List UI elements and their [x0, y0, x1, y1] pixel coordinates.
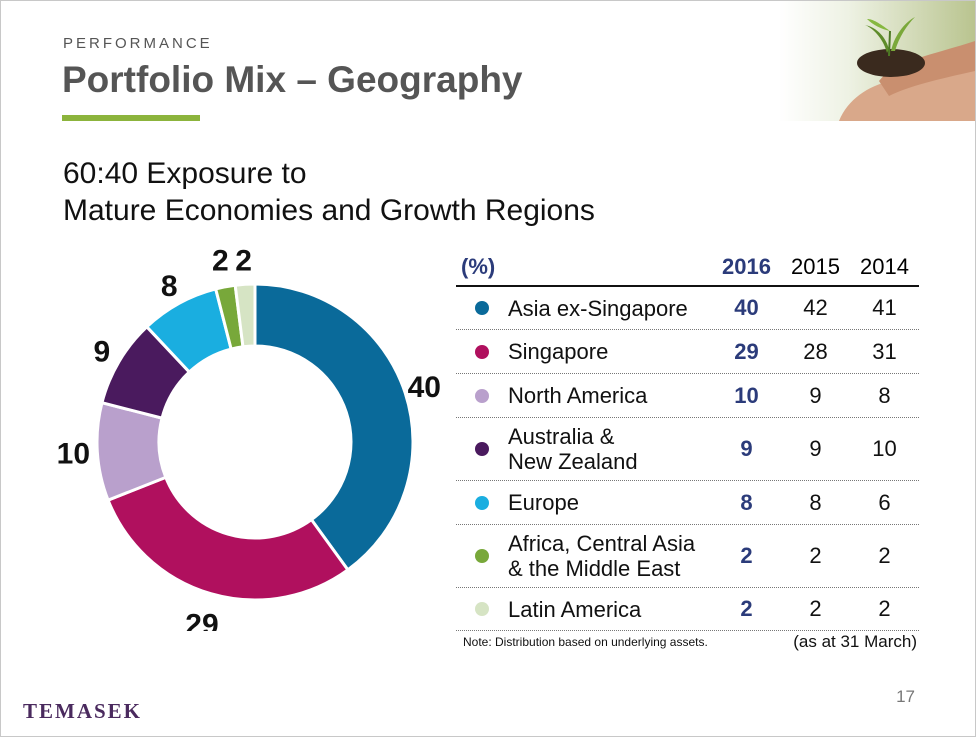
value-2014: 6 [878, 489, 891, 515]
value-2015: 28 [803, 338, 828, 364]
legend-dot [475, 344, 489, 359]
region-label: Europe [508, 490, 579, 515]
value-2015: 9 [809, 436, 822, 461]
value-2016: 8 [740, 489, 753, 515]
value-2016: 2 [740, 543, 753, 568]
value-2014: 2 [878, 596, 891, 621]
temasek-logo: TEMASEK [23, 699, 143, 723]
slide-subtitle: 60:40 Exposure to Mature Economies and G… [63, 155, 595, 229]
region-label: North America [508, 383, 648, 408]
as-at-date: (as at 31 March) [793, 632, 917, 651]
slice-value-label: 10 [57, 437, 90, 470]
section-eyebrow: PERFORMANCE [63, 35, 213, 52]
value-2016: 9 [740, 436, 753, 461]
table-row: Asia ex-Singapore 40 42 41 [456, 287, 919, 330]
year-header-2015: 2015 [791, 254, 840, 279]
donut-slice [233, 282, 257, 349]
table-row: Africa, Central Asia & the Middle East 2 … [456, 525, 919, 588]
geography-donut-chart: 40 29 10 9 8 2 2 [57, 244, 441, 631]
slice-value-label: 2 [235, 244, 252, 277]
region-label: Singapore [508, 339, 609, 364]
slice-value-label: 29 [185, 608, 218, 631]
slice-value-label: 8 [161, 270, 178, 303]
legend-dot [475, 301, 489, 315]
table-row: Europe 8 8 6 [456, 481, 919, 525]
legend-dot [475, 602, 489, 616]
donut-slice [106, 475, 350, 602]
region-label: Africa, Central Asia & the Middle East [508, 531, 696, 581]
legend-dot [475, 388, 489, 403]
table-row: Australia & New Zealand 9 9 10 [456, 418, 919, 481]
slice-value-label: 2 [212, 244, 229, 277]
hands-seedling-photo [779, 1, 975, 121]
value-2014: 8 [878, 382, 891, 408]
value-2015: 8 [809, 489, 822, 515]
value-2015: 9 [809, 382, 822, 408]
value-2014: 31 [872, 338, 897, 364]
legend-dot [475, 495, 489, 510]
region-label: Asia ex-Singapore [508, 295, 688, 321]
page-title: Portfolio Mix – Geography [62, 59, 523, 100]
value-2016: 40 [734, 295, 759, 320]
unit-label: (%) [461, 254, 496, 279]
page-number: 17 [896, 687, 915, 706]
value-2015: 42 [803, 295, 828, 320]
legend-dot [475, 549, 489, 563]
value-2014: 10 [872, 436, 897, 461]
year-header-2016: 2016 [722, 254, 771, 279]
table-header: (%) 2016 2015 2014 [456, 249, 919, 287]
distribution-note: Note: Distribution based on underlying a… [463, 635, 708, 649]
geography-table: (%) 2016 2015 2014 Asia ex-Singapore 40 … [456, 249, 919, 631]
value-2016: 10 [734, 382, 759, 408]
slice-value-label: 40 [408, 371, 441, 404]
table-row: North America 10 9 8 [456, 374, 919, 418]
legend-dot [475, 442, 489, 456]
value-2014: 2 [878, 543, 891, 568]
region-label: Latin America [508, 596, 642, 622]
value-2016: 29 [734, 338, 759, 364]
donut-slice [253, 282, 415, 572]
subtitle-line-2: Mature Economies and Growth Regions [63, 194, 595, 227]
table-row: Latin America 2 2 2 [456, 588, 919, 631]
value-2015: 2 [809, 543, 822, 568]
subtitle-line-1: 60:40 Exposure to [63, 157, 307, 190]
value-2015: 2 [809, 596, 822, 621]
slice-value-label: 9 [93, 335, 110, 368]
title-underline [62, 115, 200, 121]
table-row: Singapore 29 28 31 [456, 330, 919, 374]
region-label: Australia & New Zealand [508, 424, 638, 474]
value-2016: 2 [740, 596, 753, 621]
value-2014: 41 [872, 295, 897, 320]
year-header-2014: 2014 [860, 254, 909, 279]
